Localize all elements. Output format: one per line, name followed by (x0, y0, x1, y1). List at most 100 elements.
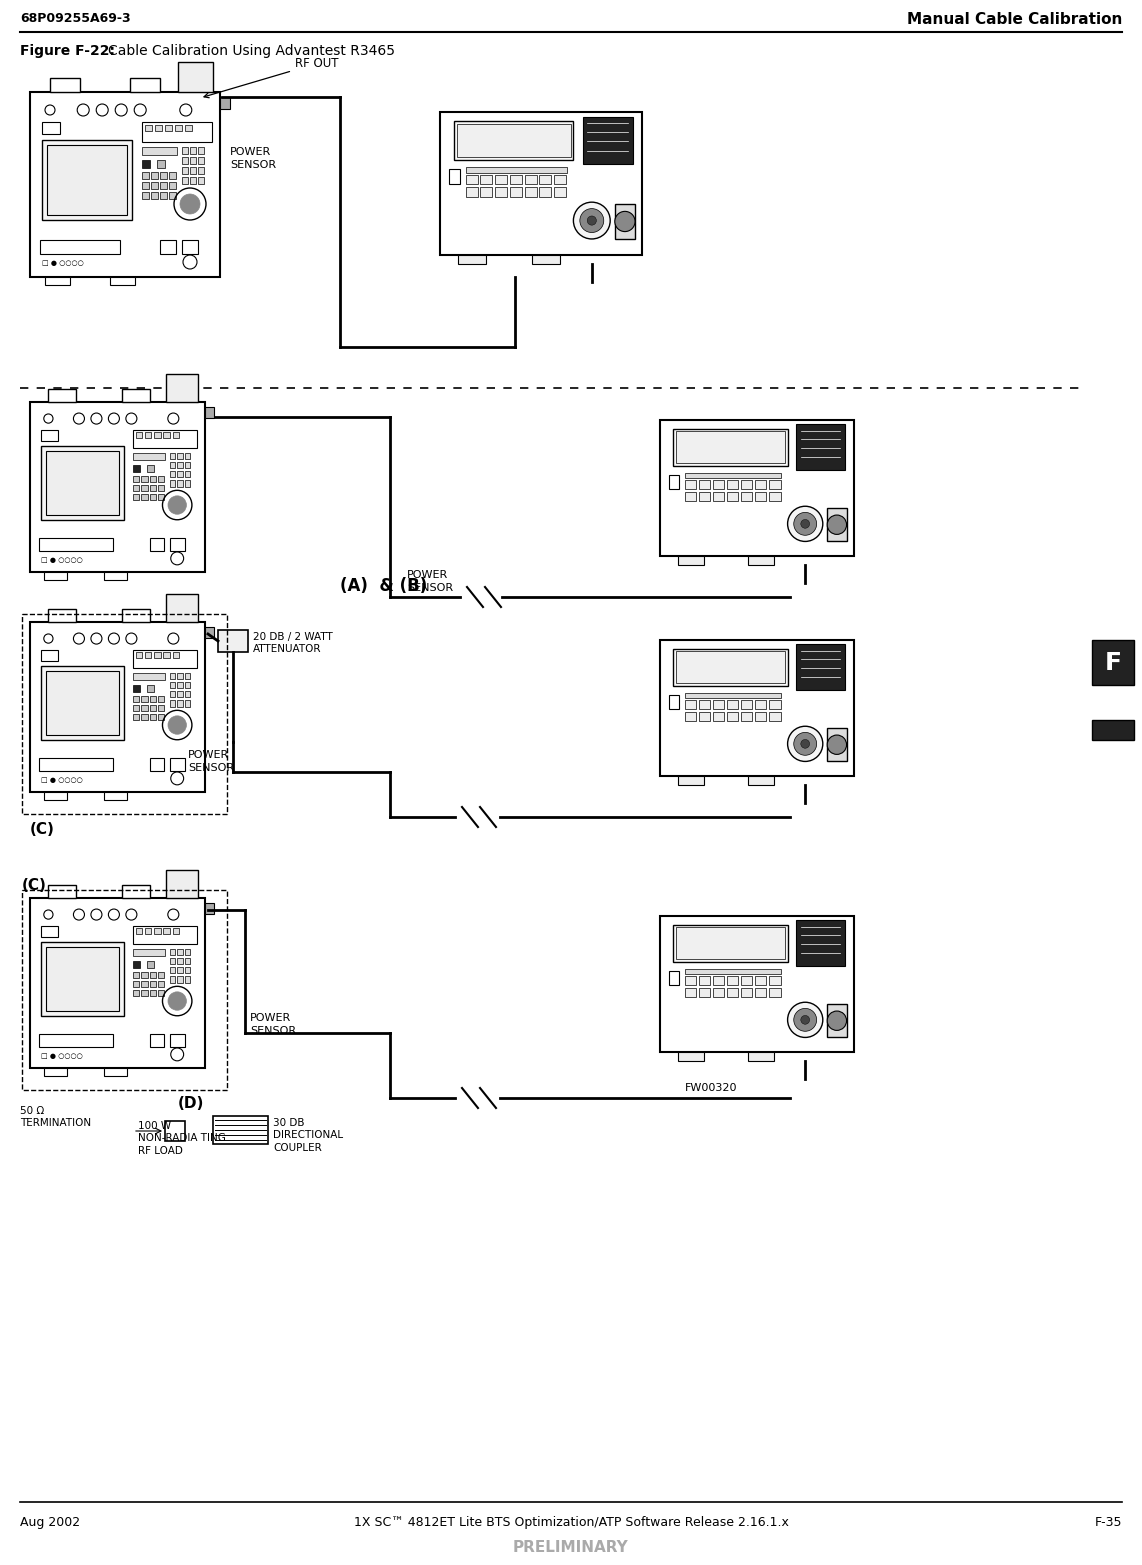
Text: POWER
SENSOR: POWER SENSOR (188, 750, 234, 773)
Bar (150, 972, 156, 978)
Circle shape (168, 992, 186, 1011)
Text: Aug 2002: Aug 2002 (21, 1516, 80, 1529)
Bar (673, 429, 788, 466)
Bar (510, 188, 522, 197)
Bar (39, 538, 113, 551)
Bar (132, 695, 139, 703)
Bar (151, 192, 158, 199)
Bar (510, 175, 522, 183)
Bar (136, 653, 143, 657)
Bar (827, 728, 846, 762)
Bar (676, 651, 785, 682)
Bar (150, 704, 156, 711)
Bar (170, 757, 185, 772)
Bar (30, 92, 220, 277)
Bar (132, 948, 166, 956)
Bar (160, 239, 176, 254)
Bar (43, 792, 66, 800)
Bar (204, 626, 214, 637)
Bar (182, 147, 188, 153)
Bar (466, 167, 566, 172)
Bar (163, 432, 170, 438)
Bar (748, 776, 774, 786)
Bar (150, 981, 156, 988)
Bar (158, 704, 164, 711)
Bar (713, 988, 724, 997)
Bar (190, 177, 196, 185)
Bar (170, 967, 176, 973)
Bar (185, 471, 190, 477)
Bar (166, 870, 199, 898)
Bar (182, 167, 188, 174)
Circle shape (801, 739, 810, 748)
Bar (741, 988, 753, 997)
Bar (142, 714, 147, 720)
Circle shape (801, 1016, 810, 1024)
Bar (142, 704, 147, 711)
Bar (172, 653, 179, 657)
Bar (41, 925, 57, 936)
Bar (182, 177, 188, 185)
Bar (122, 886, 150, 898)
Bar (155, 125, 162, 131)
Text: F: F (1104, 651, 1121, 675)
Bar (220, 97, 230, 110)
Text: POWER
SENSOR: POWER SENSOR (407, 570, 453, 593)
Bar (158, 476, 164, 482)
Bar (147, 465, 154, 473)
Bar (755, 977, 766, 984)
Bar (147, 684, 154, 692)
Bar (170, 480, 176, 487)
Circle shape (788, 505, 822, 541)
Bar (160, 182, 167, 189)
Bar (554, 188, 566, 197)
Bar (1092, 640, 1134, 685)
Circle shape (801, 520, 810, 529)
Bar (185, 967, 190, 973)
Bar (713, 712, 724, 721)
Bar (685, 977, 697, 984)
Bar (204, 407, 214, 418)
Bar (660, 640, 853, 776)
Bar (170, 1034, 185, 1047)
Bar (769, 480, 781, 488)
Text: FW00320: FW00320 (685, 1083, 738, 1092)
Text: PRELIMINARY: PRELIMINARY (513, 1540, 629, 1556)
Circle shape (794, 732, 817, 756)
Bar (145, 125, 152, 131)
Bar (132, 430, 198, 448)
Bar (130, 78, 160, 92)
Bar (198, 167, 204, 174)
Bar (177, 673, 183, 679)
Circle shape (180, 194, 200, 214)
Bar (524, 175, 537, 183)
Bar (158, 695, 164, 703)
Bar (132, 673, 166, 679)
Bar (796, 920, 845, 966)
Bar (185, 673, 190, 679)
Bar (169, 192, 176, 199)
Bar (170, 452, 176, 459)
Bar (481, 175, 492, 183)
Bar (47, 146, 127, 214)
Bar (170, 538, 185, 551)
Bar (142, 476, 147, 482)
Bar (150, 485, 156, 491)
Bar (150, 476, 156, 482)
Bar (699, 491, 710, 501)
Bar (214, 1116, 268, 1144)
Text: 100 W
NON-RADIA TING
RF LOAD: 100 W NON-RADIA TING RF LOAD (138, 1121, 226, 1157)
Bar (699, 480, 710, 488)
Bar (145, 928, 152, 934)
Bar (158, 991, 164, 997)
Bar (741, 700, 753, 709)
Text: Manual Cable Calibration: Manual Cable Calibration (907, 13, 1121, 27)
Bar (677, 1052, 703, 1061)
Bar (185, 125, 192, 131)
Bar (132, 684, 140, 692)
Bar (769, 491, 781, 501)
Bar (677, 557, 703, 565)
Bar (685, 480, 697, 488)
Bar (163, 928, 170, 934)
Bar (185, 480, 190, 487)
